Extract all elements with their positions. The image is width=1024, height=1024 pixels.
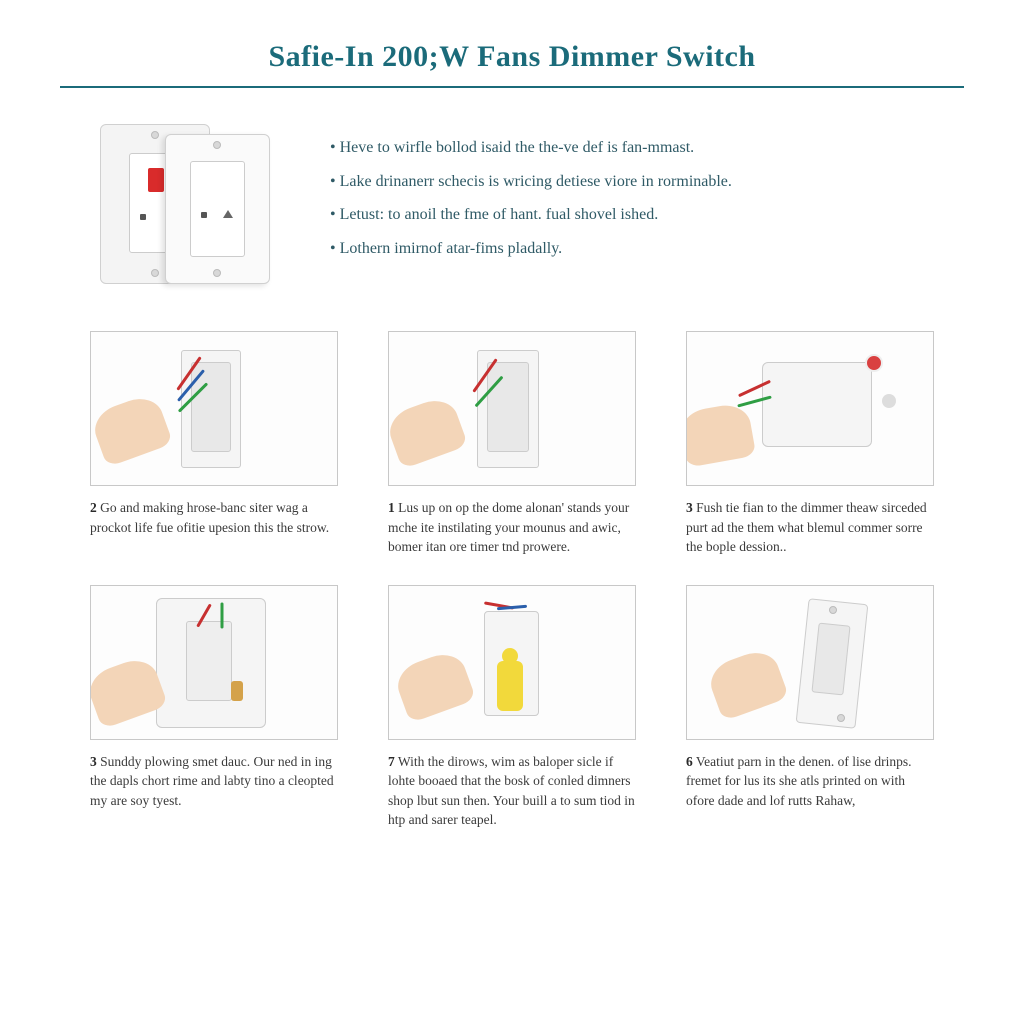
- step-card: 3 Sunddy plowing smet dauc. Our ned in i…: [90, 585, 338, 830]
- step-thumb: [388, 585, 636, 740]
- bullet-item: Letust: to anoil the fme of hant. fual s…: [330, 198, 934, 232]
- intro-section: Heve to wirfle bollod isaid the the-ve d…: [60, 116, 964, 296]
- hero-illustration: [90, 116, 290, 296]
- step-caption: 1 Lus up on op the dome alonan' stands y…: [388, 498, 636, 557]
- bullet-item: Heve to wirfle bollod isaid the the-ve d…: [330, 131, 934, 165]
- step-caption: 3 Sunddy plowing smet dauc. Our ned in i…: [90, 752, 338, 811]
- step-caption: 3 Fush tie fian to the dimmer theaw sirc…: [686, 498, 934, 557]
- intro-bullets: Heve to wirfle bollod isaid the the-ve d…: [330, 116, 934, 296]
- steps-grid: 2 Go and making hrose-banc siter wag a p…: [60, 331, 964, 830]
- step-thumb: [388, 331, 636, 486]
- step-thumb: [90, 585, 338, 740]
- step-caption: 6 Veatiut parn in the denen. of lise dri…: [686, 752, 934, 811]
- bullet-item: Lothern imirnof atar-fims pladally.: [330, 232, 934, 266]
- page-title: Safie-In 200;W Fans Dimmer Switch: [60, 40, 964, 74]
- step-card: 6 Veatiut parn in the denen. of lise dri…: [686, 585, 934, 830]
- step-card: 1 Lus up on op the dome alonan' stands y…: [388, 331, 636, 557]
- step-card: 2 Go and making hrose-banc siter wag a p…: [90, 331, 338, 557]
- step-card: 3 Fush tie fian to the dimmer theaw sirc…: [686, 331, 934, 557]
- bullet-item: Lake drinanerr schecis is wricing deties…: [330, 165, 934, 199]
- step-thumb: [90, 331, 338, 486]
- step-thumb: [686, 331, 934, 486]
- step-caption: 2 Go and making hrose-banc siter wag a p…: [90, 498, 338, 537]
- title-rule: [60, 86, 964, 88]
- step-card: 7 With the dirows, wim as baloper sicle …: [388, 585, 636, 830]
- step-thumb: [686, 585, 934, 740]
- step-caption: 7 With the dirows, wim as baloper sicle …: [388, 752, 636, 830]
